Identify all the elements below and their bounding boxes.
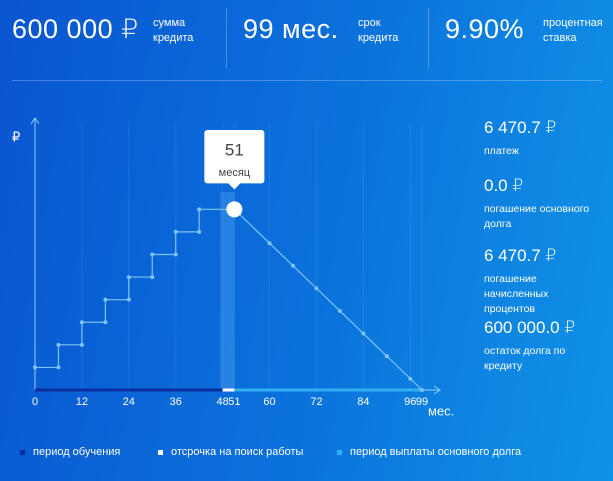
tooltip-value: 51 bbox=[225, 140, 244, 159]
point bbox=[337, 308, 342, 313]
point bbox=[173, 229, 178, 234]
point bbox=[103, 297, 108, 302]
period-bar bbox=[234, 388, 422, 392]
summary-label: остаток долга по кредиту bbox=[484, 345, 566, 372]
summary-value: 6 470.7 ₽ bbox=[484, 118, 557, 137]
x-tick-label: 48 bbox=[217, 396, 229, 408]
term-label: срок кредита bbox=[358, 17, 399, 44]
x-tick-label: 36 bbox=[170, 396, 182, 408]
point bbox=[384, 354, 389, 359]
selected-band bbox=[220, 192, 235, 390]
summary-label: платеж bbox=[484, 145, 519, 157]
period-bar bbox=[35, 388, 223, 392]
summary-label: погашение начисленных процентов bbox=[484, 273, 549, 315]
x-tick-label: 24 bbox=[123, 396, 135, 408]
x-tick-label: 99 bbox=[416, 396, 428, 408]
summary-value: 6 470.7 ₽ bbox=[484, 246, 557, 265]
summary-value: 0.0 ₽ bbox=[484, 176, 524, 195]
summary-label: погашение основного долга bbox=[484, 203, 590, 230]
point bbox=[150, 275, 155, 280]
y-axis-arrow bbox=[30, 117, 40, 125]
point bbox=[408, 376, 413, 381]
separator bbox=[428, 8, 429, 68]
legend-swatch bbox=[158, 449, 163, 455]
legend-item: период обучения bbox=[20, 446, 120, 458]
summary-value: 600 000.0 ₽ bbox=[484, 318, 576, 337]
x-tick-label: 60 bbox=[263, 396, 275, 408]
x-tick-label: 84 bbox=[357, 396, 369, 408]
point bbox=[150, 252, 155, 257]
point bbox=[197, 207, 202, 212]
legend-label: отсрочка на поиск работы bbox=[171, 446, 304, 458]
legend-item: период выплаты основного долга bbox=[337, 446, 521, 458]
legend-swatch bbox=[20, 449, 25, 455]
legend-label: период обучения bbox=[33, 446, 121, 458]
point bbox=[79, 320, 84, 325]
point bbox=[126, 275, 131, 280]
divider bbox=[12, 80, 602, 81]
amount-label: сумма кредита bbox=[153, 17, 194, 44]
term-value: 99 мес. bbox=[243, 14, 339, 44]
point bbox=[314, 286, 319, 291]
debt-line bbox=[35, 208, 423, 391]
x-tick-label: 51 bbox=[228, 396, 240, 408]
point bbox=[197, 229, 202, 234]
x-tick-label: 72 bbox=[310, 396, 322, 408]
tooltip-label: месяц bbox=[219, 167, 251, 179]
x-tick-label: 12 bbox=[76, 396, 88, 408]
amount-value: 600 000 ₽ bbox=[12, 14, 139, 44]
point bbox=[267, 241, 272, 246]
point bbox=[56, 365, 61, 370]
point bbox=[79, 342, 84, 347]
x-axis-arrow bbox=[433, 385, 441, 395]
legend-swatch bbox=[337, 449, 342, 455]
legend-item: отсрочка на поиск работы bbox=[158, 446, 303, 458]
point bbox=[361, 331, 366, 336]
separator bbox=[226, 8, 227, 68]
x-tick-label: 96 bbox=[404, 396, 416, 408]
period-bar bbox=[222, 388, 235, 392]
legend-label: период выплаты основного долга bbox=[350, 446, 522, 458]
point bbox=[173, 252, 178, 257]
point bbox=[33, 365, 37, 370]
point bbox=[103, 320, 108, 325]
y-axis-label: ₽ bbox=[12, 129, 20, 144]
tooltip bbox=[204, 130, 265, 190]
x-tick-label: 0 bbox=[32, 396, 38, 408]
rate-value: 9.90% bbox=[445, 14, 525, 44]
point bbox=[420, 388, 424, 392]
point bbox=[291, 263, 295, 268]
x-axis-label: мес. bbox=[428, 403, 454, 418]
point bbox=[56, 342, 61, 347]
selected-point bbox=[226, 201, 243, 218]
point bbox=[126, 297, 131, 302]
rate-label: процентная ставка bbox=[543, 17, 603, 44]
